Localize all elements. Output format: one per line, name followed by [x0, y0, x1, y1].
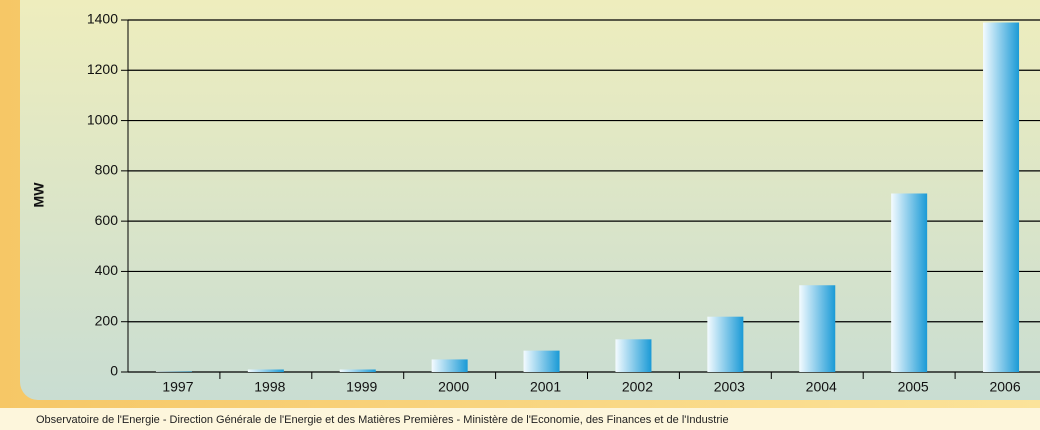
x-tick-label: 2005 [898, 379, 929, 395]
y-tick-label: 1000 [87, 111, 118, 127]
x-tick-label: 1999 [346, 379, 377, 395]
bar [339, 369, 376, 372]
x-tick-label: 2006 [989, 379, 1020, 395]
x-tick-label: 2004 [806, 379, 837, 395]
x-tick-label: 2002 [622, 379, 653, 395]
y-tick-label: 200 [95, 312, 119, 328]
bar [983, 22, 1020, 373]
plot-background [20, 0, 1040, 400]
x-tick-label: 1998 [254, 379, 285, 395]
y-tick-label: 800 [95, 162, 119, 178]
y-tick-label: 0 [110, 363, 118, 379]
bar [707, 316, 744, 372]
source-band [0, 408, 1040, 430]
x-tick-label: 1997 [162, 379, 193, 395]
bar [155, 371, 192, 372]
bar [891, 193, 928, 372]
y-tick-label: 1400 [87, 11, 118, 27]
y-axis-label: MW [31, 182, 47, 208]
source: Observatoire de l'Energie - Direction Gé… [36, 414, 729, 426]
bar [247, 369, 284, 372]
x-tick-label: 2001 [530, 379, 561, 395]
y-tick-label: 1200 [87, 61, 118, 77]
y-tick-label: 400 [95, 262, 119, 278]
x-tick-label: 2003 [714, 379, 745, 395]
bar [523, 350, 560, 372]
bar [431, 359, 468, 372]
bar [615, 339, 652, 372]
x-tick-label: 2000 [438, 379, 469, 395]
bar [799, 285, 836, 372]
y-tick-label: 600 [95, 212, 119, 228]
